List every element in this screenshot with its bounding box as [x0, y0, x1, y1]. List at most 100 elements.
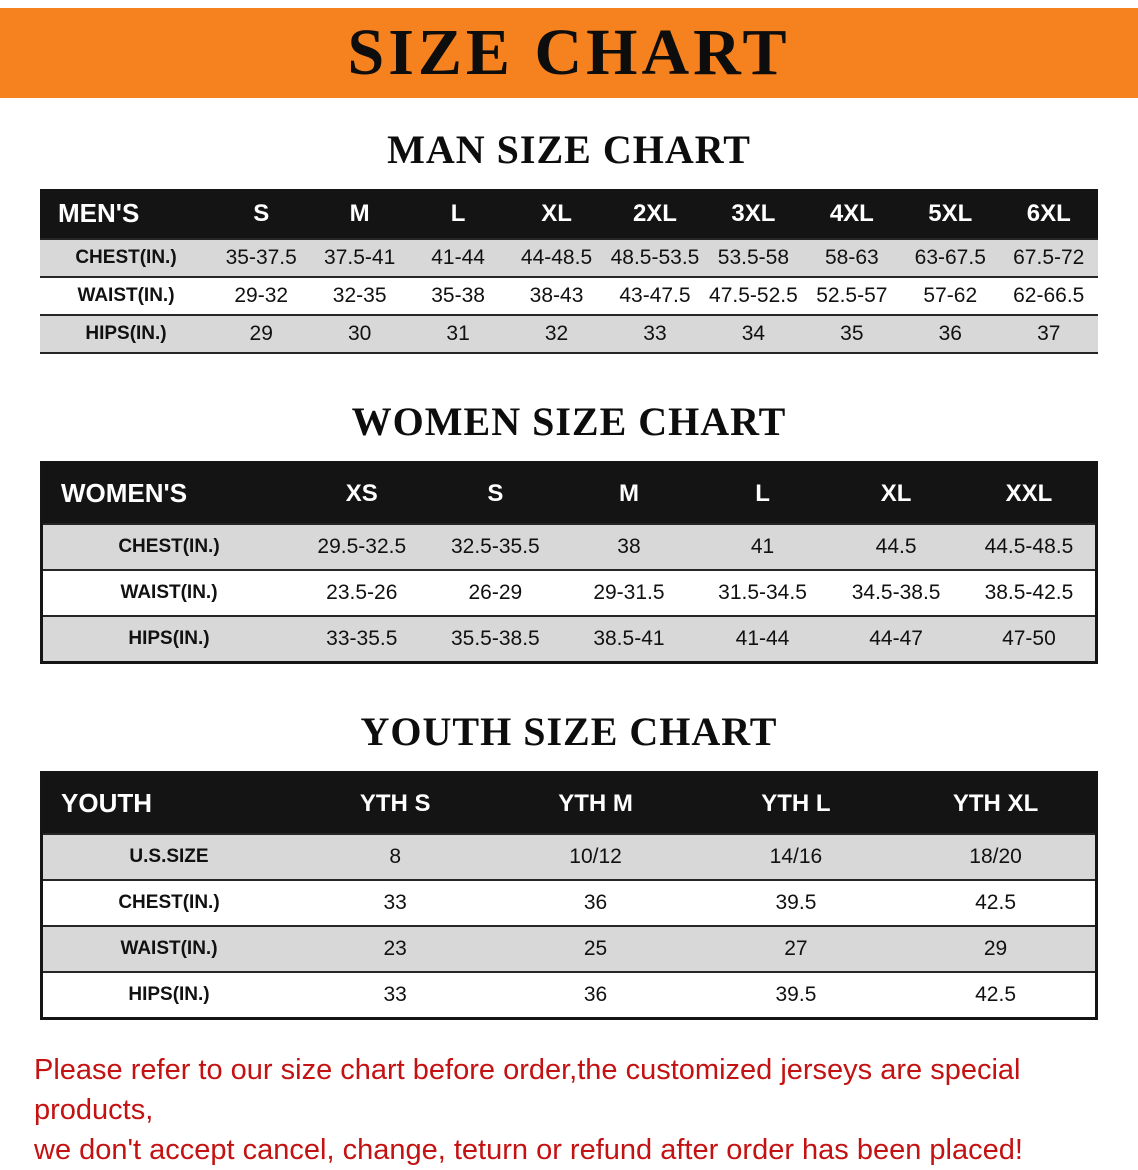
disclaimer: Please refer to our size chart before or…: [34, 1050, 1104, 1170]
table-header-row: YOUTH YTH S YTH M YTH L YTH XL: [41, 772, 1097, 834]
size-value-cell: 29: [896, 925, 1097, 972]
size-column-header: L: [408, 189, 508, 239]
size-value-cell: 47-50: [962, 615, 1097, 663]
size-value-cell: 38.5-42.5: [962, 569, 1097, 616]
size-column-header: XS: [295, 462, 429, 524]
size-value-cell: 35.5-38.5: [428, 615, 563, 663]
size-value-cell: 38.5-41: [562, 615, 696, 663]
table-header-row: WOMEN'S XS S M L XL XXL: [41, 462, 1097, 524]
size-value-cell: 53.5-58: [704, 238, 803, 277]
size-column-header: S: [428, 462, 563, 524]
size-value-cell: 57-62: [901, 276, 1000, 315]
size-value-cell: 31.5-34.5: [695, 569, 830, 616]
row-label: CHEST(IN.): [40, 238, 212, 277]
disclaimer-line-2: we don't accept cancel, change, teturn o…: [34, 1134, 1023, 1167]
size-column-header: 4XL: [802, 189, 902, 239]
size-value-cell: 14/16: [695, 833, 897, 880]
size-value-cell: 18/20: [896, 833, 1097, 880]
size-value-cell: 41-44: [695, 615, 830, 663]
table-row: U.S.SIZE 8 10/12 14/16 18/20: [41, 833, 1097, 880]
size-value-cell: 36: [901, 314, 1000, 353]
size-column-header: XL: [829, 462, 963, 524]
size-column-header: 3XL: [704, 189, 803, 239]
size-value-cell: 30: [310, 314, 409, 353]
size-column-header: S: [212, 189, 311, 239]
size-value-cell: 44.5: [829, 523, 963, 570]
size-column-header: 6XL: [999, 189, 1098, 239]
row-label: WAIST(IN.): [41, 925, 295, 972]
table-row: HIPS(IN.) 33 36 39.5 42.5: [41, 971, 1097, 1019]
size-column-header: 2XL: [605, 189, 705, 239]
men-size-table: MEN'S S M L XL 2XL 3XL 4XL 5XL 6XL CHEST(IN.) 35-37…: [40, 189, 1098, 354]
table-corner-label: WOMEN'S: [41, 462, 295, 524]
size-value-cell: 33: [295, 971, 496, 1019]
size-value-cell: 58-63: [802, 238, 902, 277]
size-value-cell: 29-31.5: [562, 569, 696, 616]
size-value-cell: 36: [495, 879, 696, 926]
youth-size-table: YOUTH YTH S YTH M YTH L YTH XL U.S.SIZE 8 10/12…: [40, 771, 1098, 1020]
women-size-section: WOMEN SIZE CHART WOMEN'S XS S M L XL XXL CHEST(…: [0, 398, 1138, 664]
table-row: CHEST(IN.) 35-37.5 37.5-41 41-44 44-48.5 48.5…: [40, 238, 1098, 277]
size-value-cell: 29.5-32.5: [295, 523, 429, 570]
size-value-cell: 44-47: [829, 615, 963, 663]
size-value-cell: 39.5: [695, 971, 897, 1019]
women-size-table: WOMEN'S XS S M L XL XXL CHEST(IN.) 29.5-32.5 32.5…: [40, 461, 1098, 664]
size-value-cell: 25: [495, 925, 696, 972]
banner-title: SIZE CHART: [347, 16, 791, 89]
size-value-cell: 48.5-53.5: [605, 238, 705, 277]
men-section-heading: MAN SIZE CHART: [387, 127, 751, 172]
size-value-cell: 39.5: [695, 879, 897, 926]
row-label: HIPS(IN.): [41, 615, 295, 663]
size-value-cell: 32.5-35.5: [428, 523, 563, 570]
size-column-header: M: [310, 189, 409, 239]
size-value-cell: 62-66.5: [999, 276, 1098, 315]
size-value-cell: 31: [408, 314, 508, 353]
size-value-cell: 29: [212, 314, 311, 353]
size-value-cell: 26-29: [428, 569, 563, 616]
table-corner-label: YOUTH: [41, 772, 295, 834]
size-column-header: XL: [507, 189, 606, 239]
table-row: WAIST(IN.) 23.5-26 26-29 29-31.5 31.5-34.5 34…: [41, 569, 1097, 616]
size-value-cell: 41-44: [408, 238, 508, 277]
men-size-section: MAN SIZE CHART MEN'S S M L XL 2XL 3XL 4XL 5XL 6XL…: [0, 126, 1138, 354]
size-value-cell: 38: [562, 523, 696, 570]
table-row: HIPS(IN.) 33-35.5 35.5-38.5 38.5-41 41-44 44-…: [41, 615, 1097, 663]
size-column-header: YTH L: [695, 772, 897, 834]
size-value-cell: 34.5-38.5: [829, 569, 963, 616]
size-value-cell: 47.5-52.5: [704, 276, 803, 315]
table-row: CHEST(IN.) 33 36 39.5 42.5: [41, 879, 1097, 926]
size-value-cell: 33-35.5: [295, 615, 429, 663]
youth-size-section: YOUTH SIZE CHART YOUTH YTH S YTH M YTH L YTH…: [0, 708, 1138, 1020]
size-column-header: YTH S: [295, 772, 496, 834]
table-row: HIPS(IN.) 29 30 31 32 33 34 35 36 37: [40, 314, 1098, 353]
row-label: CHEST(IN.): [41, 523, 295, 570]
youth-section-heading: YOUTH SIZE CHART: [360, 709, 778, 754]
row-label: U.S.SIZE: [41, 833, 295, 880]
disclaimer-line-1: Please refer to our size chart before or…: [34, 1054, 1021, 1127]
row-label: WAIST(IN.): [41, 569, 295, 616]
size-value-cell: 43-47.5: [605, 276, 705, 315]
size-value-cell: 63-67.5: [901, 238, 1000, 277]
size-chart-banner: SIZE CHART: [0, 8, 1138, 98]
size-value-cell: 38-43: [507, 276, 606, 315]
size-value-cell: 33: [295, 879, 496, 926]
size-value-cell: 52.5-57: [802, 276, 902, 315]
size-value-cell: 37.5-41: [310, 238, 409, 277]
size-value-cell: 35-37.5: [212, 238, 311, 277]
size-value-cell: 32: [507, 314, 606, 353]
size-value-cell: 8: [295, 833, 496, 880]
size-value-cell: 42.5: [896, 971, 1097, 1019]
size-value-cell: 34: [704, 314, 803, 353]
size-column-header: L: [695, 462, 830, 524]
row-label: CHEST(IN.): [41, 879, 295, 926]
size-value-cell: 10/12: [495, 833, 696, 880]
size-column-header: YTH XL: [896, 772, 1097, 834]
table-row: WAIST(IN.) 23 25 27 29: [41, 925, 1097, 972]
table-row: CHEST(IN.) 29.5-32.5 32.5-35.5 38 41 44.5 44.5…: [41, 523, 1097, 570]
size-value-cell: 37: [999, 314, 1098, 353]
size-value-cell: 67.5-72: [999, 238, 1098, 277]
size-value-cell: 27: [695, 925, 897, 972]
table-header-row: MEN'S S M L XL 2XL 3XL 4XL 5XL 6XL: [40, 189, 1098, 239]
row-label: HIPS(IN.): [40, 314, 212, 353]
